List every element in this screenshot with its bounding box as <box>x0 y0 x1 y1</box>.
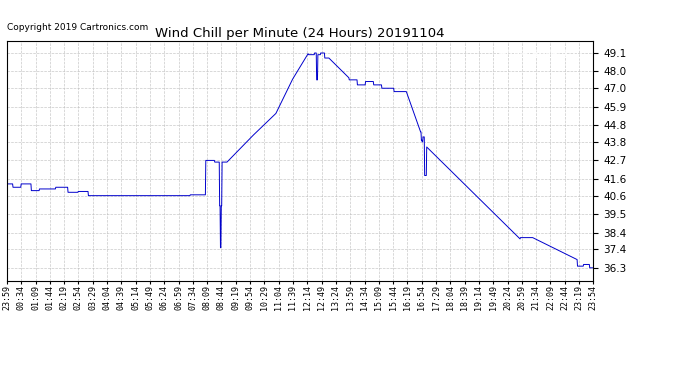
Title: Wind Chill per Minute (24 Hours) 20191104: Wind Chill per Minute (24 Hours) 2019110… <box>155 27 445 40</box>
Text: Copyright 2019 Cartronics.com: Copyright 2019 Cartronics.com <box>7 22 148 32</box>
